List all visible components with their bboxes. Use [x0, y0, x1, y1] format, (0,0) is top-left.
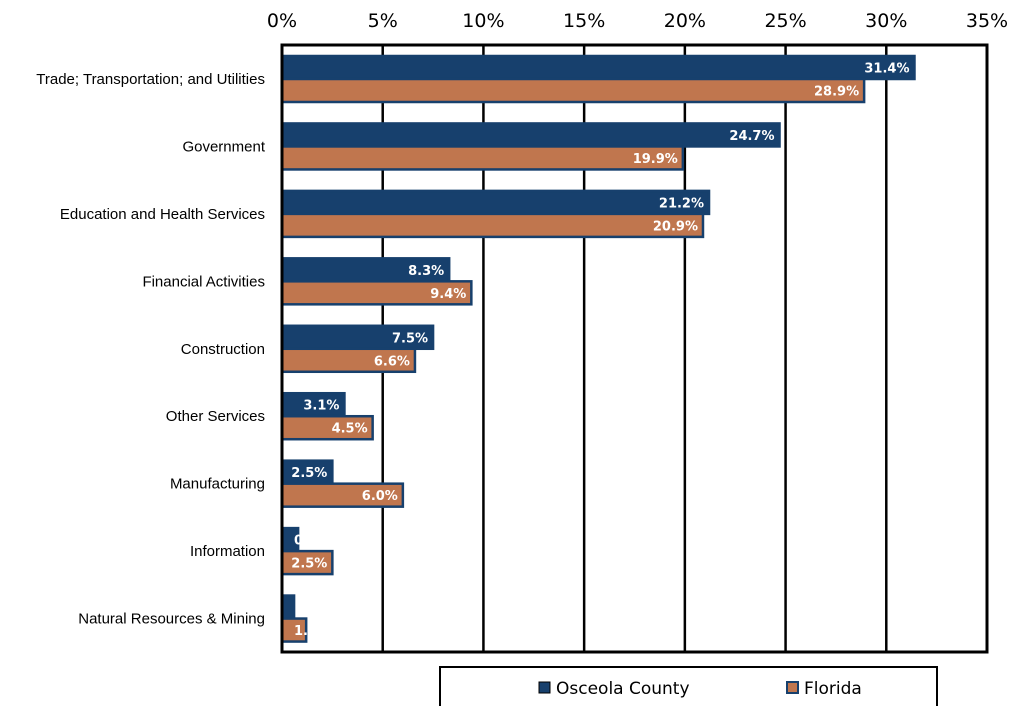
x-tick-label: 0%	[267, 10, 297, 32]
legend-swatch-osceola	[538, 681, 551, 694]
data-label: 31.4%	[864, 62, 909, 77]
category-label: Manufacturing	[170, 476, 265, 493]
bar-osceola	[280, 122, 781, 148]
bar-osceola	[280, 189, 711, 216]
category-label: Information	[190, 543, 265, 560]
data-label: 2.5%	[291, 466, 327, 481]
data-label: 1.	[294, 624, 308, 639]
data-label: 6.0%	[362, 489, 398, 504]
data-label: 28.9%	[814, 85, 859, 100]
plot-area-border	[280, 43, 989, 654]
category-labels: Trade; Transportation; and Utilities Gove…	[36, 71, 266, 628]
data-label: 8.3%	[408, 264, 444, 279]
bar-florida	[280, 212, 705, 239]
legend: Osceola County Florida	[439, 666, 938, 706]
legend-label-florida: Florida	[804, 679, 862, 699]
data-label: 3.1%	[303, 399, 339, 414]
x-tick-label: 20%	[664, 10, 706, 32]
data-label: 7.5%	[392, 331, 428, 346]
category-label: Trade; Transportation; and Utilities	[36, 71, 265, 88]
legend-label-osceola: Osceola County	[556, 679, 690, 699]
x-tick-label: 10%	[462, 10, 504, 32]
bar-osceola	[280, 54, 916, 81]
category-label: Financial Activities	[142, 273, 265, 290]
category-label: Natural Resources & Mining	[78, 611, 265, 628]
category-label: Government	[182, 138, 265, 155]
data-label: 21.2%	[659, 196, 704, 211]
data-labels: 31.4% 24.7% 21.2% 8.3% 7.5% 3.1% 2.5% 0 28.9% 19.…	[291, 62, 909, 640]
legend-box	[439, 666, 938, 706]
x-tick-label: 35%	[966, 10, 1008, 32]
x-tick-label: 15%	[563, 10, 605, 32]
data-label: 9.4%	[430, 287, 466, 302]
data-label: 2.5%	[291, 557, 327, 572]
x-axis-tick-labels: 0% 5% 10% 15% 20% 25% 30% 35%	[267, 10, 1008, 32]
data-label: 24.7%	[729, 129, 774, 144]
data-label: 20.9%	[653, 219, 698, 234]
category-label: Education and Health Services	[60, 206, 265, 223]
bar-osceola	[280, 594, 296, 620]
bars	[280, 54, 916, 643]
x-tick-label: 25%	[764, 10, 806, 32]
data-label: 6.6%	[374, 354, 410, 369]
data-label: 19.9%	[633, 152, 678, 167]
data-label: 0	[294, 534, 303, 549]
legend-swatch-florida	[786, 681, 799, 694]
x-tick-label: 5%	[368, 10, 398, 32]
category-label: Other Services	[166, 408, 265, 425]
data-label: 4.5%	[332, 422, 368, 437]
x-tick-label: 30%	[865, 10, 907, 32]
category-label: Construction	[181, 341, 265, 358]
bar-florida	[280, 77, 866, 104]
bar-florida	[280, 145, 685, 171]
